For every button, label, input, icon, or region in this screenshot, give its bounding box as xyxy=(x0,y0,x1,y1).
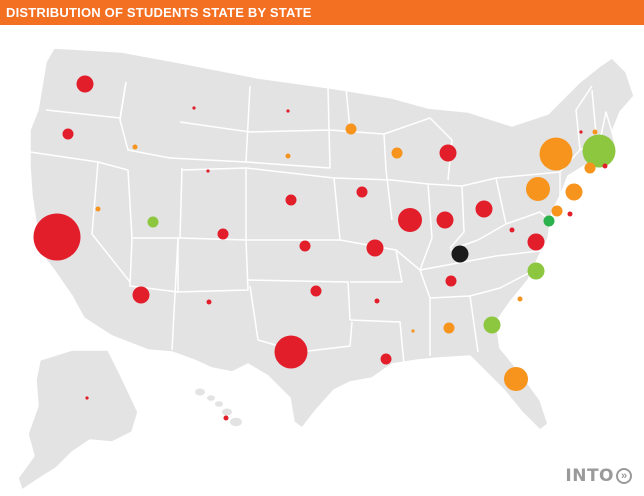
marker-dc[interactable] xyxy=(567,211,573,217)
marker-nj[interactable] xyxy=(565,183,583,201)
marker-la[interactable] xyxy=(380,353,392,365)
state-border xyxy=(179,167,247,241)
marker-wi[interactable] xyxy=(391,147,403,159)
state-border xyxy=(245,87,331,169)
hawaii-island xyxy=(215,401,223,407)
marker-ri[interactable] xyxy=(602,163,608,169)
brand-logo: INTO » xyxy=(565,466,632,486)
marker-wy[interactable] xyxy=(206,169,210,173)
marker-ia[interactable] xyxy=(356,186,368,198)
state-border xyxy=(333,177,393,181)
state-border xyxy=(175,239,249,293)
marker-tx[interactable] xyxy=(274,335,308,369)
marker-sd[interactable] xyxy=(285,153,291,159)
marker-mi[interactable] xyxy=(439,144,457,162)
states-layer xyxy=(17,47,635,492)
marker-id[interactable] xyxy=(132,144,138,150)
lower-48-land xyxy=(29,47,635,431)
state-border xyxy=(91,161,131,283)
marker-ak[interactable] xyxy=(85,396,89,400)
double-chevron-right-icon: » xyxy=(616,468,632,484)
marker-hi[interactable] xyxy=(223,415,229,421)
marker-md[interactable] xyxy=(543,215,555,227)
marker-oh[interactable] xyxy=(475,200,493,218)
marker-mo[interactable] xyxy=(366,239,384,257)
header-bar: DISTRIBUTION OF STUDENTS STATE BY STATE xyxy=(0,0,644,25)
marker-or[interactable] xyxy=(62,128,74,140)
marker-sc[interactable] xyxy=(517,296,523,302)
marker-ca[interactable] xyxy=(33,213,81,261)
hawaii-island xyxy=(230,417,242,427)
state-border xyxy=(179,121,251,133)
alaska-land xyxy=(17,349,139,492)
state-border xyxy=(119,81,171,159)
marker-in[interactable] xyxy=(436,211,454,229)
state-border xyxy=(247,279,351,321)
hawaii-island xyxy=(195,388,205,396)
state-border xyxy=(129,237,179,293)
marker-pa[interactable] xyxy=(526,177,550,201)
marker-nc[interactable] xyxy=(527,262,545,280)
state-border xyxy=(427,183,465,249)
marker-al[interactable] xyxy=(443,322,455,334)
state-border xyxy=(349,319,405,365)
state-border xyxy=(575,85,593,151)
marker-tn[interactable] xyxy=(445,275,457,287)
marker-az[interactable] xyxy=(132,286,150,304)
marker-nm[interactable] xyxy=(206,299,212,305)
marker-de[interactable] xyxy=(551,205,563,217)
marker-ny[interactable] xyxy=(539,137,573,171)
hawaii-island xyxy=(222,408,232,416)
marker-wa[interactable] xyxy=(76,75,94,93)
state-border xyxy=(345,87,351,131)
marker-ks[interactable] xyxy=(299,240,311,252)
state-border xyxy=(599,111,613,141)
state-border xyxy=(127,167,183,239)
hawaii-island xyxy=(207,395,215,401)
marker-ok[interactable] xyxy=(310,285,322,297)
state-border xyxy=(395,249,431,356)
marker-mt[interactable] xyxy=(192,106,196,110)
marker-il[interactable] xyxy=(398,208,422,232)
state-border xyxy=(245,167,341,241)
marker-ms[interactable] xyxy=(411,329,415,333)
marker-vt[interactable] xyxy=(579,130,583,134)
marker-wv[interactable] xyxy=(509,227,515,233)
state-border xyxy=(329,129,393,221)
marker-nv[interactable] xyxy=(95,206,101,212)
markers-layer xyxy=(33,75,616,421)
marker-ky[interactable] xyxy=(451,245,469,263)
marker-va[interactable] xyxy=(527,233,545,251)
marker-ct[interactable] xyxy=(584,162,596,174)
marker-co[interactable] xyxy=(217,228,229,240)
brand-name: INTO xyxy=(565,466,614,486)
marker-fl[interactable] xyxy=(504,367,528,391)
us-map xyxy=(17,47,635,492)
marker-nd[interactable] xyxy=(286,109,290,113)
marker-nh[interactable] xyxy=(592,129,598,135)
marker-ma[interactable] xyxy=(582,134,616,168)
marker-ga[interactable] xyxy=(483,316,501,334)
state-borders-layer xyxy=(29,81,613,365)
marker-ar[interactable] xyxy=(374,298,380,304)
state-border xyxy=(419,249,549,271)
state-border xyxy=(391,179,433,271)
state-border xyxy=(171,237,179,351)
marker-ut[interactable] xyxy=(147,216,159,228)
marker-ne[interactable] xyxy=(285,194,297,206)
page-title: DISTRIBUTION OF STUDENTS STATE BY STATE xyxy=(6,5,312,20)
state-border xyxy=(591,89,597,135)
marker-mn[interactable] xyxy=(345,123,357,135)
state-border xyxy=(249,129,331,133)
